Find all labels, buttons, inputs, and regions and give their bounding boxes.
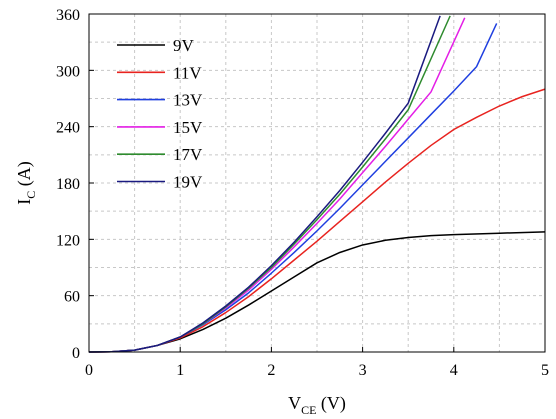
x-axis-title-main: V (288, 393, 301, 413)
legend-item: 9V (117, 36, 195, 55)
legend-label: 11V (173, 63, 202, 82)
legend-item: 11V (117, 63, 202, 82)
legend-label: 15V (173, 118, 203, 137)
x-axis-title-sub: CE (301, 403, 316, 417)
legend-label: 19V (173, 173, 203, 192)
x-tick-label: 0 (85, 362, 93, 379)
y-axis-title-sub: C (24, 191, 38, 199)
x-tick-label: 2 (267, 362, 275, 379)
y-axis-title: IC (A) (14, 161, 38, 205)
legend-item: 19V (117, 173, 203, 192)
grid (88, 13, 546, 353)
y-tick-label: 240 (56, 120, 80, 137)
x-tick-label: 3 (359, 362, 367, 379)
legend-item: 15V (117, 118, 203, 137)
x-axis-ticks: 0 1 2 3 4 5 (85, 347, 549, 379)
legend-item: 17V (117, 145, 203, 164)
legend: 9V 11V 13V 15V 17V 19V (117, 36, 203, 192)
y-axis-ticks: 0 60 120 180 240 300 360 (56, 7, 94, 362)
series-line-17V (88, 15, 451, 353)
y-tick-label: 180 (56, 176, 80, 193)
y-tick-label: 360 (56, 7, 80, 24)
legend-label: 17V (173, 145, 203, 164)
legend-label: 9V (173, 36, 195, 55)
legend-item: 13V (117, 91, 203, 110)
y-tick-label: 300 (56, 63, 80, 80)
x-tick-label: 4 (450, 362, 458, 379)
y-tick-label: 60 (64, 289, 80, 306)
x-axis-title: VCE (V) (288, 393, 346, 417)
legend-label: 13V (173, 91, 203, 110)
x-axis-title-unit: (V) (316, 393, 346, 414)
x-tick-label: 5 (541, 362, 549, 379)
y-tick-label: 120 (56, 232, 80, 249)
y-tick-label: 0 (72, 345, 80, 362)
series-lines (88, 15, 546, 353)
y-axis-title-main: I (14, 199, 34, 205)
y-axis-title-unit: (A) (14, 161, 35, 191)
series-line-19V (88, 15, 441, 353)
x-tick-label: 1 (176, 362, 184, 379)
